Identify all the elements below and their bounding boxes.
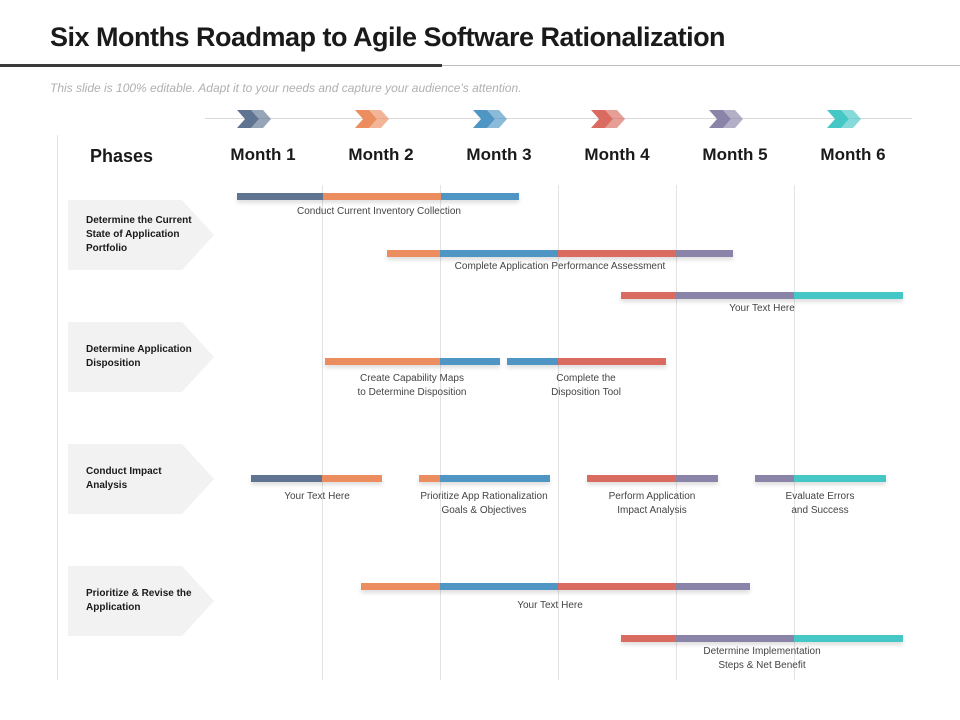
task-label: Conduct Current Inventory Collection [297,206,461,217]
month-1-heading: Month 1 [230,145,296,164]
month-6-chevron-icon [827,110,861,128]
task-bar [621,292,903,299]
title-rule-light [442,65,960,66]
phase-label: Determine Application Disposition [86,344,192,369]
month-4-chevron-icon [591,110,625,128]
phase-prioritize-revise: Prioritize & Revise the Application [68,566,214,636]
grid-line [558,185,559,680]
grid-line [440,185,441,680]
phase-label: Prioritize & Revise the Application [86,588,192,613]
task-label: Perform Application Impact Analysis [608,491,696,516]
task-label: Evaluate Errors and Success [785,491,855,516]
month-2-heading: Month 2 [348,145,414,164]
grid-line [676,185,677,680]
month-6-heading: Month 6 [820,145,886,164]
month-2-chevron-icon [355,110,389,128]
task-label: Your Text Here [729,303,795,314]
month-header-line [205,118,912,119]
month-3-heading: Month 3 [466,145,532,164]
task-label: Prioritize App Rationalization Goals & O… [420,491,548,516]
month-4-heading: Month 4 [584,145,650,164]
month-5-chevron-icon [709,110,743,128]
task-bar [507,358,666,365]
month-5-heading: Month 5 [702,145,768,164]
page-title: Six Months Roadmap to Agile Software Rat… [50,22,726,52]
phase-current-state: Determine the Current State of Applicati… [68,200,214,270]
task-bar [325,358,500,365]
subtitle: This slide is 100% editable. Adapt it to… [50,81,522,95]
task-bar [419,475,550,482]
phase-impact-analysis: Conduct Impact Analysis [68,444,214,514]
task-label: Determine Implementation Steps & Net Ben… [703,646,821,671]
month-1-chevron-icon [237,110,271,128]
task-label: Your Text Here [284,491,350,502]
task-bar [621,635,903,642]
phase-application-disposition: Determine Application Disposition [68,322,214,392]
task-bar [361,583,750,590]
task-bar [237,193,519,200]
title-rule-dark [0,64,442,67]
phase-label: Conduct Impact Analysis [86,466,162,491]
phase-label: Determine the Current State of Applicati… [86,215,192,254]
task-label: Complete the Disposition Tool [551,373,621,398]
task-label: Your Text Here [517,600,583,611]
task-label: Create Capability Maps to Determine Disp… [357,373,467,398]
task-bar [755,475,886,482]
phases-heading: Phases [90,146,154,166]
grid-line [322,185,323,680]
task-label: Complete Application Performance Assessm… [454,261,666,272]
task-bar [587,475,718,482]
task-bar [387,250,733,257]
grid-line [794,185,795,680]
task-bar [251,475,382,482]
month-3-chevron-icon [473,110,507,128]
phase-column-line [57,135,58,680]
